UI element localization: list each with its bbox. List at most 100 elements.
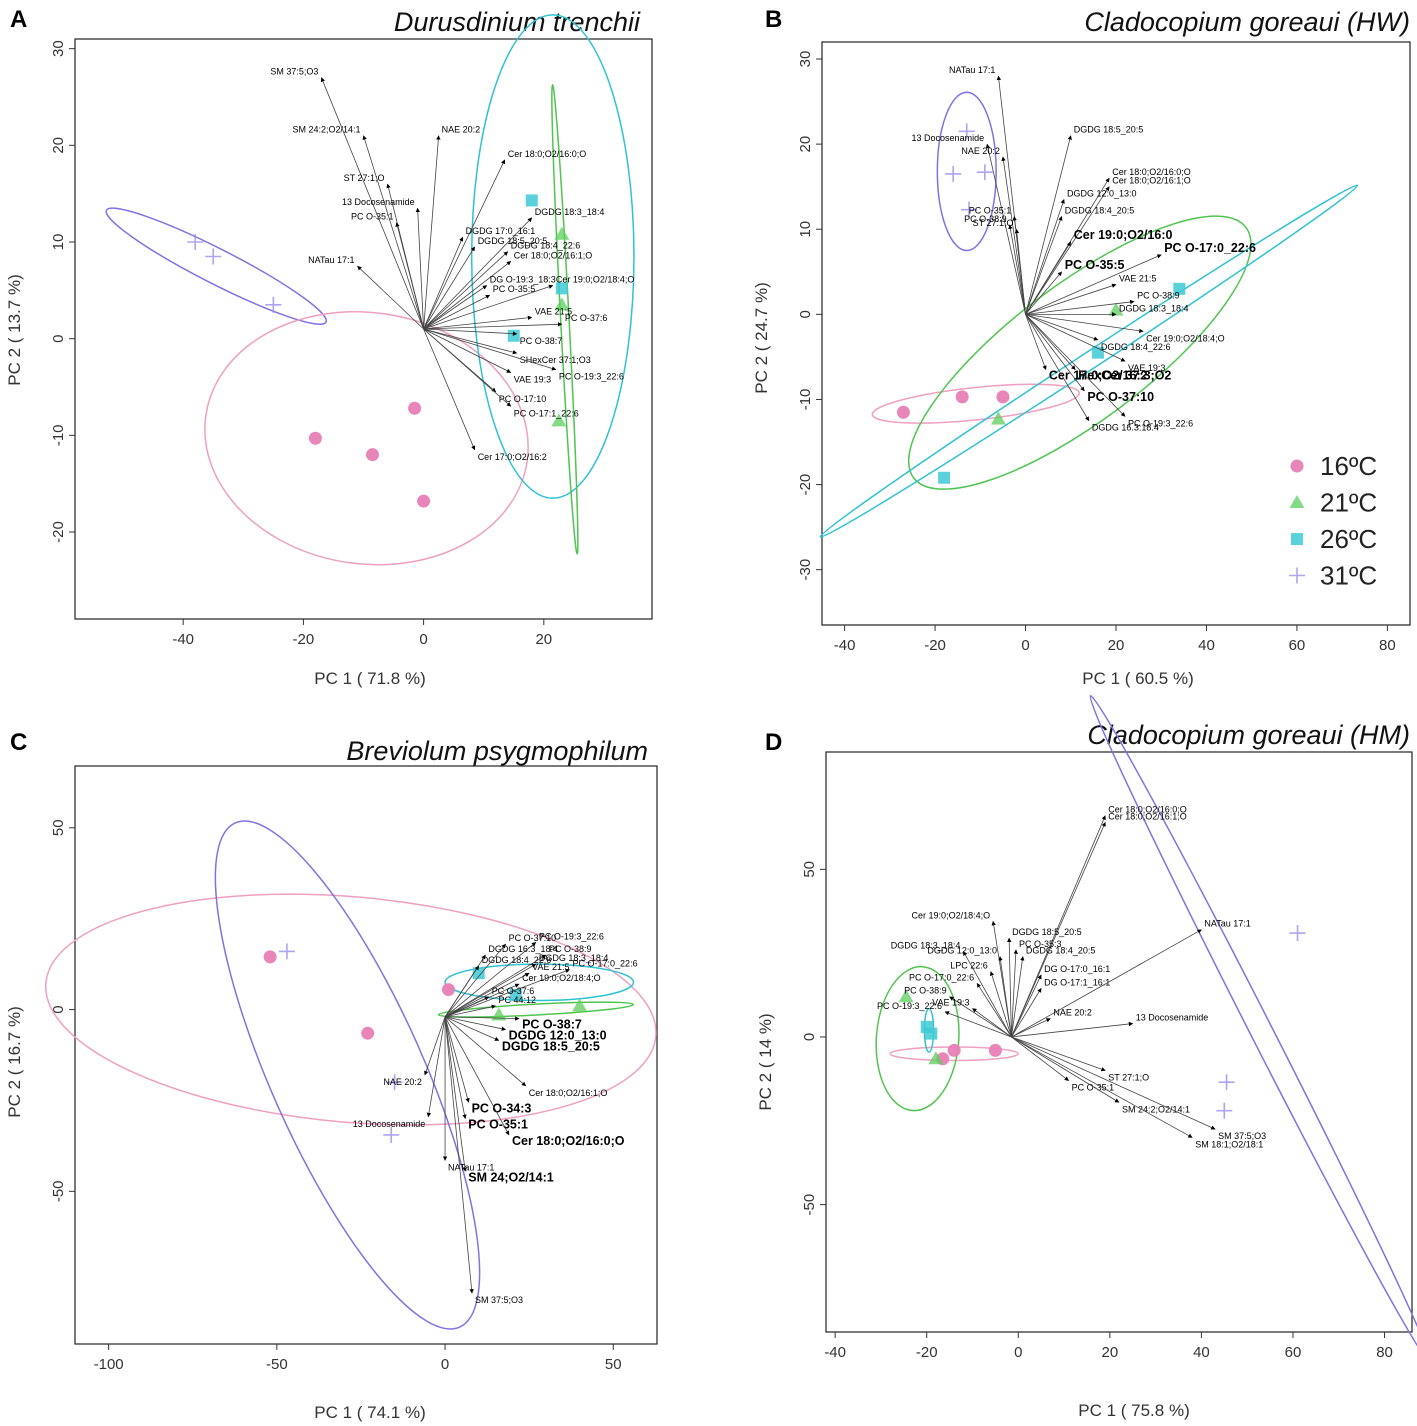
confidence-ellipse-21 [875,965,960,1112]
loading-vector-label: PC O-17:0_22:6 [1164,241,1256,255]
loading-vector-label: NAE 20:2 [961,146,1000,156]
panel-a-label: A [10,6,27,33]
loading-vector [444,1004,496,1018]
loading-vector-label: PC O-37:10 [509,933,557,943]
loading-vector [423,315,533,330]
loading-vector [1011,1036,1216,1130]
loading-vector-label: DGDG 18:5_20:5 [478,236,548,246]
loading-vector-label: ST 27:1;O [344,173,385,183]
loading-vector-label: PC O-35:1 [351,212,394,222]
loading-vector [444,1016,510,1136]
y-tick-label: 50 [801,861,818,878]
x-tick-label: -20 [924,637,946,654]
loading-vector-label: PC O-38:9 [904,986,947,996]
loading-vector [1011,974,1042,1038]
x-tick-label: 0 [419,631,427,648]
loading-vector-label: SM 37:5;O3 [270,67,318,77]
loading-vector-label: DGDG 18:3_18:4 [891,940,961,950]
confidence-ellipse-31 [105,207,328,325]
loading-vector [423,328,557,371]
data-point-31c [961,201,977,218]
loading-vector [423,236,464,330]
data-point-21c [551,413,567,427]
loading-vector [423,328,512,373]
loading-vector [423,328,518,355]
panel-c-x-axis-label: PC 1 ( 74.1 %) [314,1403,426,1422]
data-point-31c [383,1126,400,1143]
y-tick-label: 0 [797,310,814,318]
loading-vector-label: VAE 19:3 [932,997,969,1007]
loading-vector-label: 13 Docosenamide [353,1119,426,1129]
loading-vector [1014,228,1026,315]
panel-a-plot-area: -40 -20 0 20 -20 -10 0 10 20 30 SM 37:5;O3 SM 24:2;… [50,14,635,648]
data-point-16c [996,390,1010,404]
loading-vector [1011,1036,1120,1103]
data-point-21c [491,1007,507,1021]
loading-vector-label: DG O-17:0_16:1 [1044,964,1110,974]
data-point-31c [386,1074,403,1091]
loading-vector [1025,314,1085,392]
loading-vector [444,1016,470,1103]
loading-vector-label: SM 24;O2/14:1 [468,1170,554,1184]
loading-vector-label: Cer 18:0;O2/16:0;O [512,1134,625,1148]
loading-vector-label: DGDG 12:0_13:0 [927,946,997,956]
x-tick-label: 40 [1193,1344,1210,1361]
loading-vector-label: Cer 19:0;O2/18:4;O [522,973,601,983]
loading-vector [423,328,476,451]
loading-vector [423,284,554,330]
loading-vector [445,1016,520,1021]
legend-label-26: 26ºC [1320,524,1377,554]
legend-marker-31 [1289,567,1305,584]
loading-vector [1011,1036,1193,1138]
loading-vector-label: DGDG 12:0_13:0 [1067,188,1137,198]
confidence-ellipse-31 [214,820,481,1330]
loading-vector-label: Cer 18:0;O2/16:0;O [1112,167,1191,177]
loading-vector [395,222,424,330]
loading-vector-label: VAE 21:5 [532,962,569,972]
x-tick-label: 40 [1198,637,1215,654]
loading-vector [424,1016,446,1076]
loading-vector [1007,937,1012,1037]
panel-a-title: Durusdinium trenchii [394,7,641,37]
data-point-21c [990,411,1006,425]
y-tick-label: -10 [50,424,67,446]
loading-vector [423,328,518,336]
x-tick-label: 0 [441,1356,449,1373]
loading-vector-label: PC O-17:10 [499,394,547,404]
loading-vector-label: 13 Docosenamide [912,133,985,143]
panel-c-label: C [10,729,27,756]
y-tick-label: 50 [50,819,67,836]
x-tick-label: 20 [1108,637,1125,654]
panel-a-y-axis-label: PC 2 ( 13.7 %) [5,274,24,386]
loading-vector-label: PC O-17:0_22:6 [573,959,638,969]
loading-vector-label: DGDG 18:4_20:5 [1026,946,1096,956]
loading-vector [444,1016,500,1041]
y-tick-label: -10 [797,389,814,411]
data-point-16c [366,448,380,462]
data-point-26c [525,194,538,207]
loading-vector [1025,299,1135,315]
loading-vector-label: LPC 22:6 [950,961,988,971]
loading-vector [1001,156,1026,315]
loading-vector [444,963,537,1018]
loading-vector [444,1016,507,1031]
data-point-21c [572,998,588,1012]
data-point-16c [896,405,910,419]
panel-b-y-axis-label: PC 2 ( 24.7 %) [752,282,771,394]
panel-a-plot-frame [74,38,653,620]
loading-vector [1011,1018,1051,1038]
x-tick-label: -100 [94,1356,124,1373]
confidence-ellipse-21 [551,84,579,555]
loading-vector [415,207,425,330]
panel-d-x-axis-label: PC 1 ( 75.8 %) [1078,1401,1190,1420]
loading-vector-label: VAE 21:5 [535,306,572,316]
loading-vector-label: DGDG 16.3:18.4 [1092,423,1159,433]
loading-vector-label: DGDG 18:3_18:4 [1119,303,1189,313]
loading-vector [1025,271,1063,315]
loading-vector-label: ST 27:1;O [1108,1072,1149,1082]
loading-vector [1011,815,1106,1038]
data-point-26c [938,471,951,484]
loading-vector [1011,956,1025,1038]
